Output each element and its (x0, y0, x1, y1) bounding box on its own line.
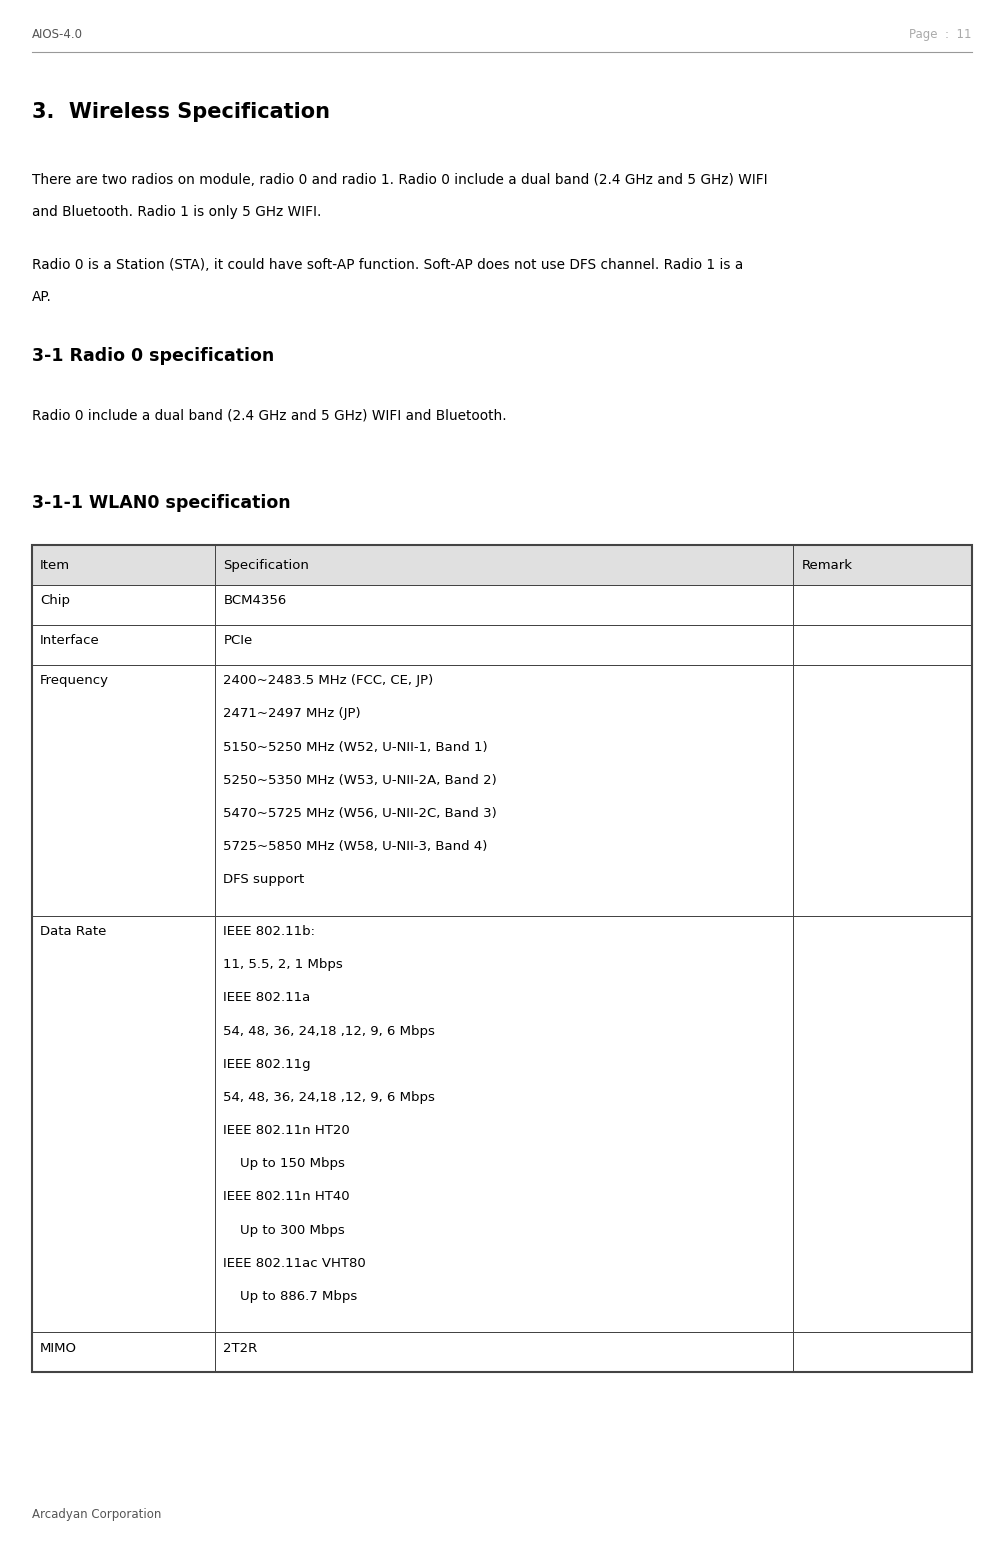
Text: IEEE 802.11a: IEEE 802.11a (224, 992, 310, 1004)
Text: Remark: Remark (800, 559, 852, 572)
Text: Radio 0 is a Station (STA), it could have soft-AP function. Soft-AP does not use: Radio 0 is a Station (STA), it could hav… (32, 258, 742, 272)
Text: Specification: Specification (224, 559, 309, 572)
Text: 5150~5250 MHz (W52, U-NII-1, Band 1): 5150~5250 MHz (W52, U-NII-1, Band 1) (224, 741, 487, 753)
Text: PCIe: PCIe (224, 634, 253, 647)
Text: 3.  Wireless Specification: 3. Wireless Specification (32, 102, 330, 122)
Text: IEEE 802.11n HT20: IEEE 802.11n HT20 (224, 1125, 350, 1137)
Text: and Bluetooth. Radio 1 is only 5 GHz WIFI.: and Bluetooth. Radio 1 is only 5 GHz WIF… (32, 205, 321, 219)
Bar (32, 585, 216, 625)
Text: Chip: Chip (40, 594, 70, 606)
Text: Up to 150 Mbps: Up to 150 Mbps (224, 1157, 345, 1170)
Bar (792, 665, 971, 917)
Text: Item: Item (40, 559, 70, 572)
Bar (32, 917, 216, 1333)
Text: 54, 48, 36, 24,18 ,12, 9, 6 Mbps: 54, 48, 36, 24,18 ,12, 9, 6 Mbps (224, 1091, 435, 1103)
Bar (792, 625, 971, 665)
Bar (792, 545, 971, 585)
Text: Up to 886.7 Mbps: Up to 886.7 Mbps (224, 1290, 357, 1302)
Text: 5470~5725 MHz (W56, U-NII-2C, Band 3): 5470~5725 MHz (W56, U-NII-2C, Band 3) (224, 807, 496, 819)
Bar (32, 1333, 216, 1373)
Text: Data Rate: Data Rate (40, 926, 106, 938)
Text: MIMO: MIMO (40, 1342, 77, 1355)
Bar (216, 917, 792, 1333)
Bar (32, 545, 971, 1373)
Text: AIOS-4.0: AIOS-4.0 (32, 28, 83, 40)
Text: 11, 5.5, 2, 1 Mbps: 11, 5.5, 2, 1 Mbps (224, 958, 343, 971)
Text: BCM4356: BCM4356 (224, 594, 287, 606)
Text: Arcadyan Corporation: Arcadyan Corporation (32, 1509, 161, 1521)
Text: Frequency: Frequency (40, 674, 109, 687)
Text: 2T2R: 2T2R (224, 1342, 258, 1355)
Bar (216, 585, 792, 625)
Text: 2400~2483.5 MHz (FCC, CE, JP): 2400~2483.5 MHz (FCC, CE, JP) (224, 674, 433, 687)
Text: Interface: Interface (40, 634, 100, 647)
Text: IEEE 802.11n HT40: IEEE 802.11n HT40 (224, 1191, 350, 1204)
Bar (216, 665, 792, 917)
Text: 3-1-1 WLAN0 specification: 3-1-1 WLAN0 specification (32, 494, 291, 512)
Text: AP.: AP. (32, 290, 52, 304)
Bar (792, 917, 971, 1333)
Bar (32, 625, 216, 665)
Bar (32, 665, 216, 917)
Text: Radio 0 include a dual band (2.4 GHz and 5 GHz) WIFI and Bluetooth.: Radio 0 include a dual band (2.4 GHz and… (32, 409, 507, 423)
Bar (216, 545, 792, 585)
Text: 5250~5350 MHz (W53, U-NII-2A, Band 2): 5250~5350 MHz (W53, U-NII-2A, Band 2) (224, 775, 496, 787)
Text: 2471~2497 MHz (JP): 2471~2497 MHz (JP) (224, 708, 361, 721)
Text: 3-1 Radio 0 specification: 3-1 Radio 0 specification (32, 347, 274, 366)
Text: IEEE 802.11b:: IEEE 802.11b: (224, 926, 315, 938)
Bar (792, 1333, 971, 1373)
Bar (792, 585, 971, 625)
Text: IEEE 802.11g: IEEE 802.11g (224, 1058, 311, 1071)
Bar (216, 1333, 792, 1373)
Text: 54, 48, 36, 24,18 ,12, 9, 6 Mbps: 54, 48, 36, 24,18 ,12, 9, 6 Mbps (224, 1025, 435, 1037)
Text: Up to 300 Mbps: Up to 300 Mbps (224, 1224, 345, 1236)
Bar (216, 625, 792, 665)
Text: There are two radios on module, radio 0 and radio 1. Radio 0 include a dual band: There are two radios on module, radio 0 … (32, 173, 767, 187)
Text: Page  :  11: Page : 11 (909, 28, 971, 40)
Text: 5725~5850 MHz (W58, U-NII-3, Band 4): 5725~5850 MHz (W58, U-NII-3, Band 4) (224, 841, 487, 853)
Bar (32, 545, 216, 585)
Text: IEEE 802.11ac VHT80: IEEE 802.11ac VHT80 (224, 1258, 366, 1270)
Text: DFS support: DFS support (224, 873, 304, 886)
